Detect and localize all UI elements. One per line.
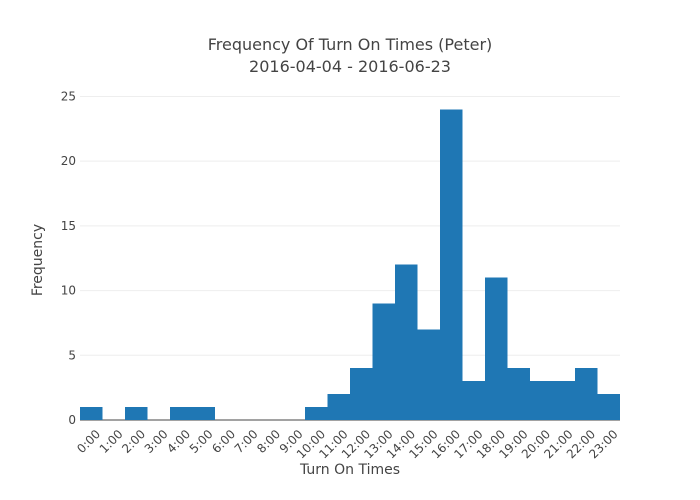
y-tick-label: 15	[61, 219, 76, 233]
y-tick-label: 25	[61, 89, 76, 103]
bar-22-00[interactable]	[575, 368, 598, 420]
bar-13-00[interactable]	[372, 303, 396, 420]
bar-2-00[interactable]	[125, 407, 148, 420]
y-tick-label: 5	[68, 348, 76, 362]
x-tick-label: 7:00	[232, 427, 261, 456]
bar-5-00[interactable]	[192, 407, 216, 420]
bar-15-00[interactable]	[417, 329, 441, 420]
x-tick-label: 2:00	[119, 427, 148, 456]
bar-18-00[interactable]	[485, 277, 508, 420]
x-tick-label: 6:00	[209, 427, 238, 456]
bar-14-00[interactable]	[395, 264, 418, 420]
chart-title: Frequency Of Turn On Times (Peter)	[208, 35, 493, 54]
x-tick-label: 8:00	[254, 427, 283, 456]
y-tick-label: 20	[61, 154, 76, 168]
chart-subtitle: 2016-04-04 - 2016-06-23	[249, 57, 451, 76]
bar-21-00[interactable]	[552, 381, 576, 420]
bar-19-00[interactable]	[507, 368, 531, 420]
bar-23-00[interactable]	[597, 394, 621, 420]
y-tick-labels: 0 5 10 15 20 25	[61, 89, 76, 427]
y-tick-label: 10	[61, 284, 76, 298]
bar-20-00[interactable]	[530, 381, 553, 420]
y-tick-label: 0	[68, 413, 76, 427]
x-tick-label: 5:00	[187, 427, 216, 456]
bar-12-00[interactable]	[350, 368, 373, 420]
x-tick-label: 4:00	[164, 427, 193, 456]
x-axis-title: Turn On Times	[299, 462, 400, 478]
x-tick-label: 3:00	[142, 427, 171, 456]
bar-4-00[interactable]	[170, 407, 193, 420]
bar-16-00[interactable]	[440, 109, 463, 420]
bar-0-00[interactable]	[80, 407, 103, 420]
bar-11-00[interactable]	[327, 394, 351, 420]
x-tick-label: 0:00	[74, 427, 103, 456]
y-axis-title: Frequency	[30, 224, 46, 296]
x-tick-label: 1:00	[97, 427, 126, 456]
bar-10-00[interactable]	[305, 407, 328, 420]
bar-17-00[interactable]	[462, 381, 486, 420]
bars	[80, 109, 620, 420]
x-tick-labels: 0:001:002:003:004:005:006:007:008:009:00…	[74, 427, 620, 461]
